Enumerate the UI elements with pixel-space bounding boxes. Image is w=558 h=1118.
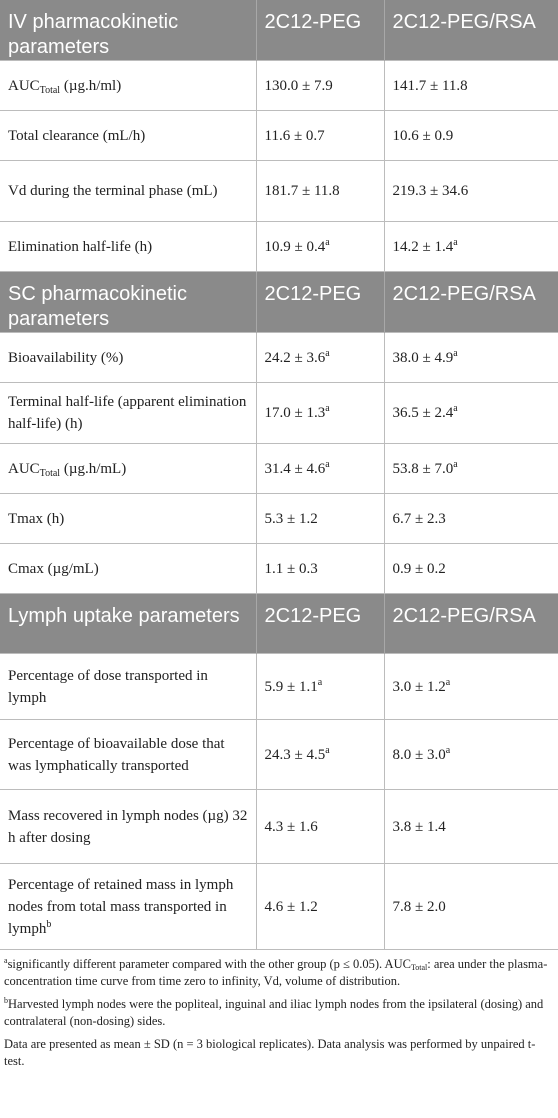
table-row: Tmax (h) 5.3 ± 1.2 6.7 ± 2.3 (0, 493, 558, 544)
table-footnotes: asignificantly different parameter compa… (0, 950, 558, 1070)
header-2c12-peg: 2C12-PEG (255, 593, 384, 654)
param-cell: Mass recovered in lymph nodes (µg) 32 h … (0, 789, 257, 864)
param-cell: Total clearance (mL/h) (0, 110, 257, 161)
value-cell: 8.0 ± 3.0a (383, 719, 558, 790)
param-cell: Elimination half-life (h) (0, 221, 257, 272)
param-cell: Percentage of dose transported in lymph (0, 653, 257, 720)
param-cell: Terminal half-life (apparent elimination… (0, 382, 257, 444)
header-lymph-parameters: Lymph uptake parameters (0, 593, 256, 654)
table-row: Mass recovered in lymph nodes (µg) 32 h … (0, 789, 558, 864)
value-cell: 10.6 ± 0.9 (383, 110, 558, 161)
param-cell: Cmax (µg/mL) (0, 543, 257, 594)
table-row: Bioavailability (%) 24.2 ± 3.6a 38.0 ± 4… (0, 332, 558, 383)
value-cell: 24.2 ± 3.6a (255, 332, 385, 383)
value-cell: 181.7 ± 11.8 (255, 160, 385, 222)
param-cell: Percentage of retained mass in lymph nod… (0, 863, 257, 950)
value-cell: 5.9 ± 1.1a (255, 653, 385, 720)
value-cell: 1.1 ± 0.3 (255, 543, 385, 594)
table-row: Elimination half-life (h) 10.9 ± 0.4a 14… (0, 221, 558, 272)
header-2c12-peg: 2C12-PEG (255, 271, 384, 333)
table-row: Percentage of bioavailable dose that was… (0, 719, 558, 790)
value-cell: 3.0 ± 1.2a (383, 653, 558, 720)
lymph-section-header: Lymph uptake parameters 2C12-PEG 2C12-PE… (0, 593, 558, 654)
value-cell: 130.0 ± 7.9 (255, 60, 385, 111)
value-cell: 36.5 ± 2.4a (383, 382, 558, 444)
value-cell: 17.0 ± 1.3a (255, 382, 385, 444)
header-sc-parameters: SC pharmacokinetic parameters (0, 271, 256, 333)
param-cell: AUCTotal (µg.h/mL) (0, 443, 257, 494)
header-2c12-peg-rsa: 2C12-PEG/RSA (383, 271, 558, 333)
header-2c12-peg: 2C12-PEG (255, 0, 384, 61)
value-cell: 5.3 ± 1.2 (255, 493, 385, 544)
param-cell: AUCTotal (µg.h/ml) (0, 60, 257, 111)
value-cell: 0.9 ± 0.2 (383, 543, 558, 594)
footnote-a: asignificantly different parameter compa… (4, 956, 548, 989)
table-row: Percentage of dose transported in lymph … (0, 653, 558, 720)
param-cell: Tmax (h) (0, 493, 257, 544)
table-row: Total clearance (mL/h) 11.6 ± 0.7 10.6 ±… (0, 110, 558, 161)
footnote-b: bHarvested lymph nodes were the poplitea… (4, 996, 544, 1029)
table-row: AUCTotal (µg.h/mL) 31.4 ± 4.6a 53.8 ± 7.… (0, 443, 558, 494)
table-row: AUCTotal (µg.h/ml) 130.0 ± 7.9 141.7 ± 1… (0, 60, 558, 111)
header-2c12-peg-rsa: 2C12-PEG/RSA (383, 0, 558, 61)
value-cell: 7.8 ± 2.0 (383, 863, 558, 950)
param-cell: Percentage of bioavailable dose that was… (0, 719, 257, 790)
value-cell: 4.6 ± 1.2 (255, 863, 385, 950)
value-cell: 219.3 ± 34.6 (383, 160, 558, 222)
value-cell: 14.2 ± 1.4a (383, 221, 558, 272)
table-row: Percentage of retained mass in lymph nod… (0, 863, 558, 950)
value-cell: 141.7 ± 11.8 (383, 60, 558, 111)
value-cell: 11.6 ± 0.7 (255, 110, 385, 161)
header-iv-parameters: IV pharmacokinetic parameters (0, 0, 256, 61)
table-row: Vd during the terminal phase (mL) 181.7 … (0, 160, 558, 222)
value-cell: 31.4 ± 4.6a (255, 443, 385, 494)
pharmacokinetic-table: IV pharmacokinetic parameters 2C12-PEG 2… (0, 0, 558, 950)
param-cell: Bioavailability (%) (0, 332, 257, 383)
param-cell: Vd during the terminal phase (mL) (0, 160, 257, 222)
value-cell: 6.7 ± 2.3 (383, 493, 558, 544)
data-note: Data are presented as mean ± SD (n = 3 b… (4, 1037, 536, 1068)
value-cell: 4.3 ± 1.6 (255, 789, 385, 864)
value-cell: 53.8 ± 7.0a (383, 443, 558, 494)
value-cell: 38.0 ± 4.9a (383, 332, 558, 383)
value-cell: 24.3 ± 4.5a (255, 719, 385, 790)
header-2c12-peg-rsa: 2C12-PEG/RSA (383, 593, 558, 654)
iv-section-header: IV pharmacokinetic parameters 2C12-PEG 2… (0, 0, 558, 61)
value-cell: 10.9 ± 0.4a (255, 221, 385, 272)
table-row: Terminal half-life (apparent elimination… (0, 382, 558, 444)
table-row: Cmax (µg/mL) 1.1 ± 0.3 0.9 ± 0.2 (0, 543, 558, 594)
value-cell: 3.8 ± 1.4 (383, 789, 558, 864)
sc-section-header: SC pharmacokinetic parameters 2C12-PEG 2… (0, 271, 558, 333)
